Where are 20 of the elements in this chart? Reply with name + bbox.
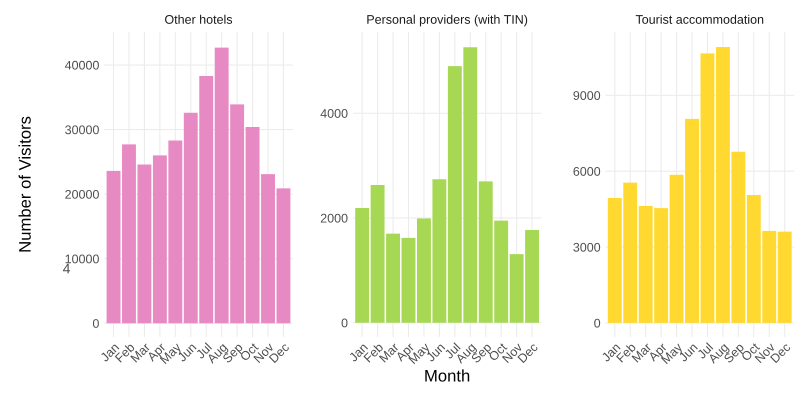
bar <box>608 198 622 323</box>
y-tick-label: 3000 <box>573 242 600 252</box>
y-axis-title: Number of Visitors <box>18 116 31 252</box>
y-tick-label: 10000 <box>66 254 99 264</box>
y-tick-label: 4000 <box>320 109 348 118</box>
y-tick-label: 0 <box>92 319 99 328</box>
y-tick-label: 9000 <box>573 91 600 100</box>
y-tick-label: 40000 <box>64 60 99 70</box>
chart-title: Tourist accommodation <box>636 14 764 24</box>
y-tick-label: 20000 <box>65 190 99 199</box>
y-tick-label: 0 <box>342 318 348 328</box>
chart-title: Other hotels <box>165 14 232 24</box>
text: 4 <box>63 264 70 274</box>
y-tick-label: 2000 <box>320 214 348 223</box>
x-axis-title: Month <box>425 369 470 382</box>
y-tick-label: 6000 <box>573 166 600 176</box>
y-tick-label: 30000 <box>65 125 99 134</box>
bar <box>778 232 792 323</box>
chart-title: Personal providers (with TIN) <box>367 14 528 26</box>
y-tick-label: 0 <box>594 318 600 328</box>
